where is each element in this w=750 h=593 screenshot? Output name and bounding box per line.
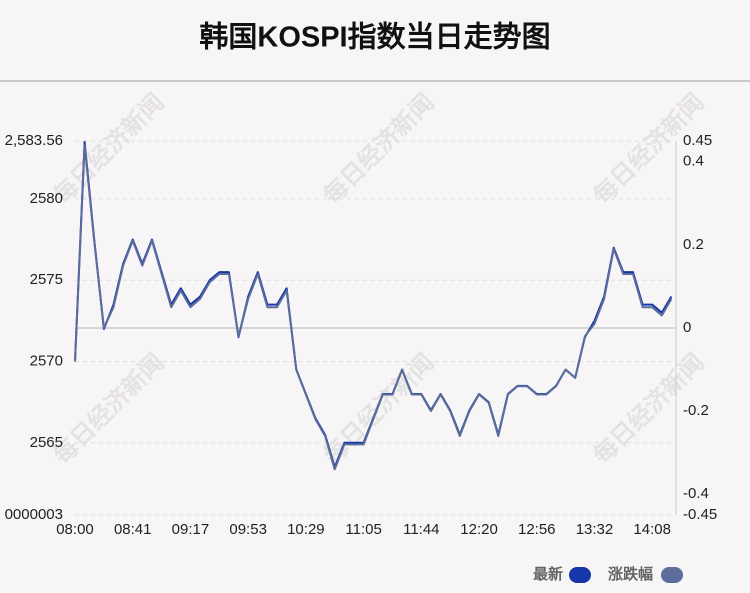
y2-tick-label: -0.45 <box>683 506 717 523</box>
y-tick-label: 2580 <box>30 190 63 207</box>
y-tick-label: 2,583.56 <box>5 132 63 149</box>
x-tick-label: 11:05 <box>345 521 381 538</box>
x-tick-label: 13:32 <box>576 521 614 538</box>
y2-tick-label: 0 <box>683 319 691 336</box>
y-tick-label: 0000003 <box>5 506 63 523</box>
x-tick-label: 11:44 <box>403 521 439 538</box>
y2-tick-label: -0.4 <box>683 485 709 502</box>
y-tick-label: 2570 <box>30 352 63 369</box>
legend-label: 最新 <box>533 565 563 583</box>
x-tick-label: 09:17 <box>172 521 210 538</box>
series-line <box>74 144 673 471</box>
x-tick-label: 08:41 <box>114 521 152 538</box>
x-tick-label: 12:56 <box>518 521 556 538</box>
legend-label: 涨跌幅 <box>608 565 653 583</box>
watermark: 每日经济新闻 <box>48 88 170 210</box>
watermark: 每日经济新闻 <box>318 88 440 210</box>
y-tick-label: 2565 <box>30 434 63 451</box>
watermark: 每日经济新闻 <box>318 348 440 470</box>
x-tick-label: 10:29 <box>287 521 325 538</box>
y2-tick-label: -0.2 <box>683 402 709 419</box>
x-tick-label: 08:00 <box>56 521 94 538</box>
y2-tick-label: 0.2 <box>683 236 704 253</box>
x-tick-label: 14:08 <box>633 521 671 538</box>
watermark: 每日经济新闻 <box>48 348 170 470</box>
x-tick-label: 09:53 <box>229 521 267 538</box>
legend-swatch <box>661 567 683 583</box>
y2-tick-label: 0.4 <box>683 153 704 170</box>
legend-swatch <box>569 567 591 583</box>
x-tick-label: 12:20 <box>460 521 498 538</box>
chart-title: 韩国KOSPI指数当日走势图 <box>199 21 550 54</box>
y-tick-label: 2575 <box>30 271 63 288</box>
y2-tick-label: 0.45 <box>683 132 712 149</box>
